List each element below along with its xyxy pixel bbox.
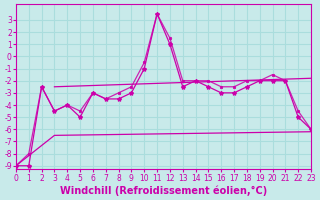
X-axis label: Windchill (Refroidissement éolien,°C): Windchill (Refroidissement éolien,°C) xyxy=(60,185,267,196)
